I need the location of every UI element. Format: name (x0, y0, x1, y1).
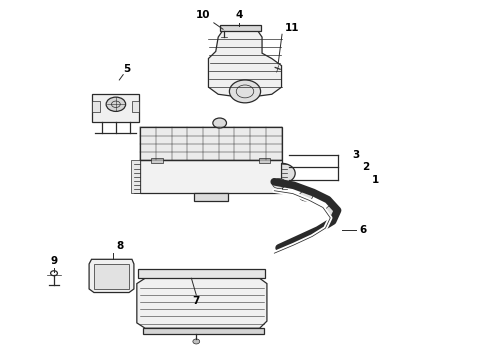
Text: 2: 2 (362, 162, 369, 172)
Text: 4: 4 (236, 10, 243, 20)
Bar (131, 160, 140, 193)
Circle shape (299, 191, 313, 201)
Text: 10: 10 (196, 10, 210, 20)
Polygon shape (208, 30, 282, 98)
Text: 9: 9 (50, 256, 57, 266)
Text: 1: 1 (372, 175, 379, 185)
Circle shape (326, 205, 340, 215)
Bar (259, 158, 270, 163)
Bar (93, 94, 139, 122)
Bar (140, 127, 282, 160)
Bar (220, 25, 261, 31)
Bar (93, 101, 100, 112)
Wedge shape (282, 163, 295, 183)
Circle shape (106, 97, 125, 111)
Text: 11: 11 (285, 23, 299, 33)
Text: 6: 6 (360, 225, 367, 235)
Circle shape (193, 339, 200, 344)
Circle shape (272, 179, 286, 189)
Text: 3: 3 (352, 150, 360, 160)
Polygon shape (137, 278, 267, 328)
Text: 7: 7 (193, 296, 200, 306)
Bar (140, 160, 282, 193)
Bar (151, 158, 163, 163)
Circle shape (213, 118, 226, 128)
Bar (94, 264, 129, 289)
Text: 5: 5 (123, 64, 131, 73)
Circle shape (229, 80, 261, 103)
Text: 8: 8 (116, 242, 123, 251)
Bar (138, 269, 266, 278)
Bar (143, 328, 265, 334)
Polygon shape (89, 259, 134, 293)
Bar (132, 101, 139, 112)
Bar (194, 193, 228, 201)
